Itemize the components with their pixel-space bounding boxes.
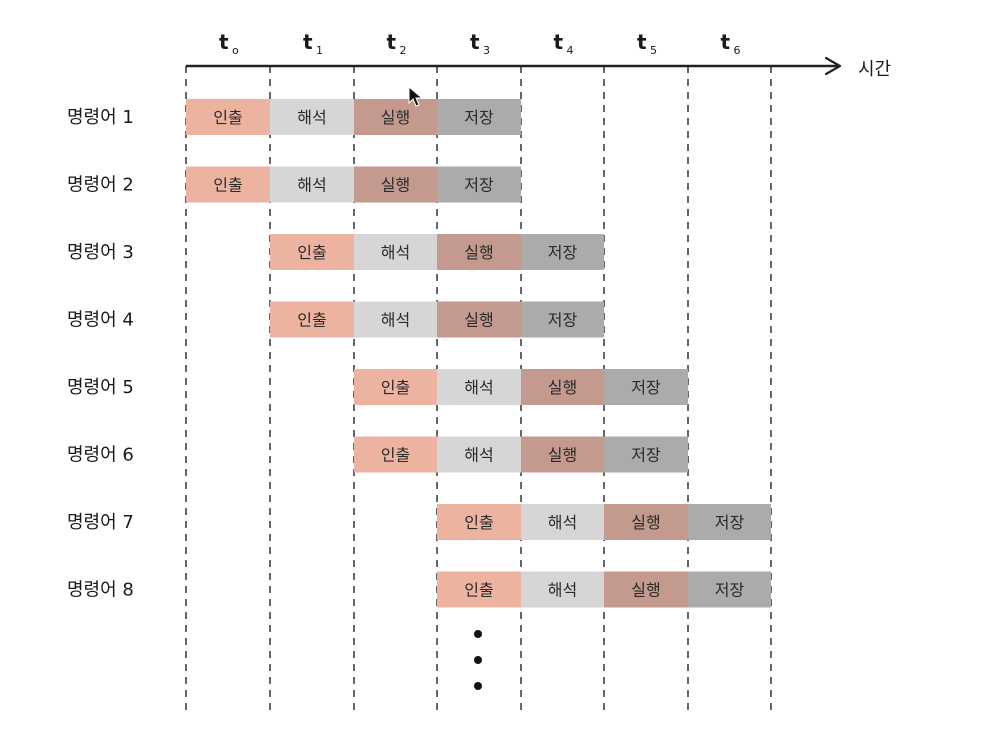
tick-label-t6: t — [721, 30, 731, 54]
mouse-cursor-icon — [408, 86, 424, 107]
stage-box-execute — [354, 99, 437, 135]
stage-box-writeback — [437, 166, 521, 203]
stage-label-decode: 해석 — [464, 446, 493, 465]
stage-label-decode: 해석 — [464, 378, 493, 397]
stage-box-writeback — [437, 99, 521, 135]
tick-label-t3: t — [470, 30, 480, 54]
stage-label-execute: 실행 — [631, 581, 660, 600]
instruction-label: 명령어 4 — [67, 310, 134, 331]
stage-box-writeback — [521, 301, 604, 338]
stage-label-decode: 해석 — [548, 581, 577, 600]
stage-box-execute — [521, 369, 604, 405]
stage-label-decode: 해석 — [548, 513, 577, 532]
stage-box-writeback — [604, 369, 688, 405]
stage-box-fetch — [186, 166, 270, 203]
stage-box-writeback — [604, 436, 688, 473]
continuation-dot — [474, 656, 482, 664]
tick-label-t2: t — [387, 30, 397, 54]
stage-box-execute — [521, 436, 604, 473]
instruction-label: 명령어 8 — [67, 580, 134, 601]
stage-label-execute: 실행 — [548, 446, 577, 465]
instruction-label: 명령어 5 — [67, 377, 134, 398]
stage-label-writeback: 저장 — [548, 243, 578, 262]
stage-box-decode — [354, 301, 437, 338]
tick-sub-t6: 6 — [734, 44, 741, 57]
stage-label-decode: 해석 — [381, 243, 410, 262]
stage-label-decode: 해석 — [381, 311, 410, 330]
stage-box-decode — [270, 99, 354, 135]
tick-sub-t1: 1 — [316, 44, 323, 57]
tick-sub-t3: 3 — [483, 44, 490, 57]
stage-label-execute: 실행 — [631, 513, 660, 532]
stage-label-execute: 실행 — [464, 311, 493, 330]
tick-label-t5: t — [637, 30, 647, 54]
stage-label-execute: 실행 — [464, 243, 493, 262]
stage-label-writeback: 저장 — [631, 378, 661, 397]
stage-label-decode: 해석 — [297, 108, 326, 127]
stage-box-execute — [604, 571, 688, 608]
tick-sub-t4: 4 — [567, 44, 574, 57]
stage-label-fetch: 인출 — [297, 311, 326, 330]
instruction-label: 명령어 2 — [67, 175, 134, 196]
stage-label-fetch: 인출 — [464, 513, 493, 532]
stage-label-fetch: 인출 — [381, 446, 410, 465]
stage-label-writeback: 저장 — [464, 176, 494, 195]
stage-label-fetch: 인출 — [464, 581, 493, 600]
stage-box-fetch — [437, 571, 521, 608]
stage-box-fetch — [354, 369, 437, 405]
stage-box-execute — [354, 166, 437, 203]
continuation-dot — [474, 682, 482, 690]
instruction-label: 명령어 6 — [67, 445, 134, 466]
instruction-label: 명령어 3 — [67, 242, 134, 263]
stage-box-decode — [437, 369, 521, 405]
stage-box-execute — [437, 234, 521, 270]
stage-label-fetch: 인출 — [213, 108, 242, 127]
time-axis-arrow-icon — [824, 56, 842, 76]
stage-label-writeback: 저장 — [715, 513, 745, 532]
continuation-dot — [474, 630, 482, 638]
stage-label-execute: 실행 — [381, 108, 410, 127]
stage-box-decode — [354, 234, 437, 270]
stage-box-decode — [270, 166, 354, 203]
time-axis-title: 시간 — [858, 59, 891, 80]
stage-box-fetch — [437, 504, 521, 540]
tick-sub-t5: 5 — [650, 44, 657, 57]
instruction-label: 명령어 1 — [67, 107, 134, 128]
stage-box-execute — [604, 504, 688, 540]
tick-label-t0: t — [219, 30, 229, 54]
stage-label-fetch: 인출 — [381, 378, 410, 397]
stage-label-fetch: 인출 — [297, 243, 326, 262]
stage-label-execute: 실행 — [381, 176, 410, 195]
stage-label-execute: 실행 — [548, 378, 577, 397]
tick-sub-t2: 2 — [400, 44, 407, 57]
stage-box-decode — [521, 504, 604, 540]
stage-label-writeback: 저장 — [464, 108, 494, 127]
stage-label-writeback: 저장 — [548, 311, 578, 330]
stage-label-writeback: 저장 — [631, 446, 661, 465]
stage-box-decode — [521, 571, 604, 608]
stage-box-writeback — [688, 504, 771, 540]
stage-label-decode: 해석 — [297, 176, 326, 195]
stage-box-decode — [437, 436, 521, 473]
stage-box-fetch — [186, 99, 270, 135]
tick-label-t1: t — [303, 30, 313, 54]
stage-box-writeback — [688, 571, 771, 608]
stage-box-execute — [437, 301, 521, 338]
stage-label-writeback: 저장 — [715, 581, 745, 600]
stage-label-fetch: 인출 — [213, 176, 242, 195]
instruction-label: 명령어 7 — [67, 512, 134, 533]
tick-label-t4: t — [554, 30, 564, 54]
stage-box-fetch — [270, 234, 354, 270]
tick-sub-t0: o — [232, 44, 239, 57]
stage-box-fetch — [270, 301, 354, 338]
stage-box-fetch — [354, 436, 437, 473]
stage-box-writeback — [521, 234, 604, 270]
